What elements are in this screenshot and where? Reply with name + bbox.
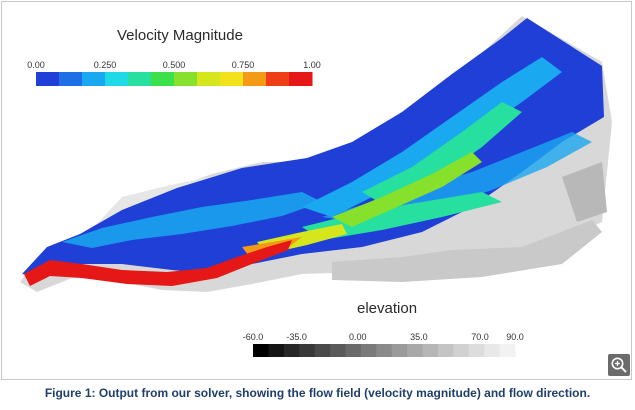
velocity-color-step	[82, 72, 106, 86]
elevation-color-step	[391, 344, 408, 357]
elevation-color-step	[407, 344, 424, 357]
velocity-color-step	[289, 72, 313, 86]
velocity-color-step	[128, 72, 152, 86]
velocity-color-step	[151, 72, 175, 86]
elevation-color-step	[453, 344, 470, 357]
velocity-color-step	[174, 72, 198, 86]
elevation-color-step	[468, 344, 485, 357]
elevation-color-step	[330, 344, 346, 357]
elevation-legend-ticks: -60.0 -35.0 0.00 35.0 70.0 90.0	[243, 332, 524, 342]
velocity-legend-title: Velocity Magnitude	[117, 27, 243, 44]
velocity-color-step	[105, 72, 129, 86]
elevation-tick-label: 0.00	[349, 332, 367, 342]
elevation-tick-label: 90.0	[506, 332, 524, 342]
zoom-in-icon	[611, 357, 627, 373]
elevation-color-step	[268, 344, 285, 357]
flow-region	[22, 18, 604, 286]
elevation-color-step	[253, 344, 269, 357]
velocity-tick-label: 0.250	[94, 60, 117, 70]
flow-field-visualization: Velocity Magnitude 0.00 0.250 0.500 0.750 1.…	[20, 16, 612, 357]
velocity-legend-ticks: 0.00 0.250 0.500 0.750 1.00	[27, 60, 321, 70]
velocity-tick-label: 0.750	[232, 60, 255, 70]
velocity-color-step	[59, 72, 83, 86]
velocity-color-step	[243, 72, 267, 86]
velocity-color-step	[220, 72, 244, 86]
elevation-color-step	[283, 344, 300, 357]
elevation-color-step	[314, 344, 331, 357]
elevation-tick-label: 70.0	[471, 332, 489, 342]
velocity-color-step	[266, 72, 290, 86]
velocity-tick-label: 1.00	[303, 60, 321, 70]
elevation-color-step	[345, 344, 362, 357]
elevation-color-step	[422, 344, 439, 357]
elevation-tick-label: -60.0	[243, 332, 264, 342]
figure-caption: Figure 1: Output from our solver, showin…	[44, 386, 591, 400]
elevation-tick-label: 35.0	[410, 332, 428, 342]
velocity-color-step	[197, 72, 221, 86]
elevation-color-step	[299, 344, 316, 357]
elevation-tick-label: -35.0	[286, 332, 307, 342]
velocity-color-step	[36, 72, 60, 86]
elevation-colorbar	[253, 344, 516, 357]
elevation-color-step	[437, 344, 454, 357]
velocity-tick-label: 0.500	[163, 60, 186, 70]
figure-frame: Velocity Magnitude 0.00 0.250 0.500 0.750 1.…	[1, 1, 632, 380]
elevation-color-step	[360, 344, 377, 357]
velocity-colorbar	[36, 72, 313, 86]
elevation-color-step	[499, 344, 516, 357]
velocity-tick-label: 0.00	[27, 60, 45, 70]
elevation-legend-title: elevation	[357, 300, 417, 317]
zoom-in-button[interactable]	[608, 354, 630, 376]
elevation-color-step	[376, 344, 393, 357]
elevation-color-step	[484, 344, 501, 357]
